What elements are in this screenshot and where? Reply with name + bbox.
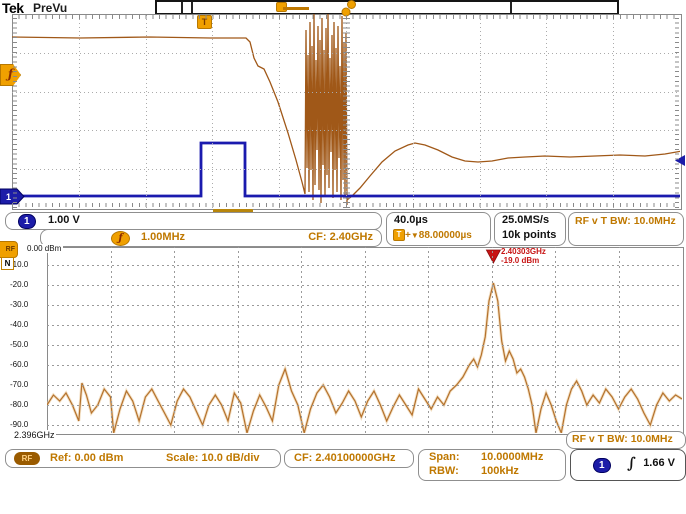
sp-gridline-h [47,345,682,346]
rf-vt-bw-readout-top: RF v T BW: 10.0MHz [575,215,676,227]
sp-gridline-v [364,247,366,433]
rf-scale-readout: 1.00MHz [141,231,186,243]
zoom-bracket-right [191,2,193,13]
sp-gridline-v [491,247,493,433]
td-gridline-v [412,14,414,208]
sp-gridline-h [47,405,682,406]
sp-gridline-v [237,247,239,433]
sp-gridline-v [428,247,429,433]
trigger-arrow-icon: ▼ [410,231,419,240]
bar-spectrum-time-segment [283,7,309,10]
td-right-ticks [675,14,679,208]
sp-gridline-h [47,265,682,266]
sp-gridline-v [555,247,556,433]
td-gridline-v [479,14,481,208]
dbm-axis-label: -50.0 [10,340,29,349]
sp-gridline-h [47,285,682,286]
td-gridline-v [78,14,80,208]
span-rbw-box[interactable]: Span: 10.0000MHz RBW: 100kHz [418,449,566,481]
wave-inspector-bar[interactable] [155,0,619,15]
sp-gridline-v [174,247,175,433]
spectrum-rf-badge: RF [0,241,18,258]
dbm-axis-label: -80.0 [10,400,29,409]
spectrum-trace-mode-badge: N [1,257,14,270]
rf-scale-db-readout: Scale: 10.0 dB/div [166,451,260,464]
record-length-readout: 10k points [502,229,557,241]
rf-time-readout-box[interactable]: ƒ 1.00MHz CF: 2.40GHz [40,229,382,247]
acquisition-mode-label: PreVu [33,1,68,15]
dbm-axis-label: -90.0 [10,420,29,429]
rf-cf-box[interactable]: CF: 2.40100000GHz [284,449,414,468]
spectrum-ref-label: 0.00 dBm [25,244,64,253]
rf-cf-readout: CF: 2.40GHz [308,231,373,243]
sp-gridline-v [301,247,302,433]
tek-logo: Tek [2,0,24,16]
ch1-scale-readout: 1.00 V [48,214,80,226]
sp-gridline-h [47,365,682,366]
td-gridline-v [145,14,147,208]
marker-amplitude-readout: -19.0 dBm [501,256,540,265]
horizontal-readout-box[interactable]: 40.0µs T +▼88.00000µs [386,212,491,246]
td-bottom-ticks [12,203,680,207]
trigger-source-badge: 1 [593,458,611,473]
bar-divider [510,2,512,13]
trigger-level-readout: 1.66 V [643,457,675,469]
spectrum-start-freq-label: 2.396GHz [13,430,56,440]
ch1-ground-marker-label: 1 [6,192,11,202]
dbm-axis-label: -70.0 [10,380,29,389]
trigger-plus: + [405,230,411,241]
td-gridline-v [212,14,214,208]
td-gridline-v [613,14,615,208]
bar-expansion-point-icon [347,0,356,9]
td-center-ticks [343,14,350,208]
trigger-t-icon: T [393,229,405,241]
marker-frequency-readout: 2.40303GHz [501,247,546,256]
rbw-label: RBW: [429,465,459,477]
td-left-ticks [13,14,17,208]
trigger-delay-readout: 88.00000µs [418,230,472,241]
trigger-slope-icon: ∫ [627,454,636,472]
rf-vt-bw-box-top[interactable]: RF v T BW: 10.0MHz [568,212,684,246]
trigger-readout-box[interactable]: 1 ∫ 1.66 V [570,449,686,481]
td-gridline-v [279,14,281,208]
dbm-axis-label: -30.0 [10,300,29,309]
rf-settings-box[interactable]: RF Ref: 0.00 dBm Scale: 10.0 dB/div [5,449,281,468]
rf-channel-icon: ƒ [111,230,130,246]
spectrum-graticule [47,247,684,435]
sp-gridline-h [47,385,682,386]
dbm-axis-label: -60.0 [10,360,29,369]
dbm-axis-label: -20.0 [10,280,29,289]
td-gridline-v [546,14,548,208]
zoom-bracket-left [181,2,183,13]
rf-settings-badge: RF [14,451,40,465]
rbw-value: 100kHz [481,465,519,477]
sample-rate-readout: 25.0MS/s [502,214,550,226]
sp-gridline-h [47,425,682,426]
span-value: 10.0000MHz [481,451,544,463]
sp-gridline-v [110,247,112,433]
sp-gridline-h [47,325,682,326]
timebase-readout: 40.0µs [394,214,428,226]
acquisition-readout-box[interactable]: 25.0MS/s 10k points [494,212,566,246]
rf-cf-bottom-readout: CF: 2.40100000GHz [294,451,396,464]
rf-vt-bw-box-bottom[interactable]: RF v T BW: 10.0MHz [566,431,686,449]
dbm-axis-label: -10.0 [10,260,29,269]
rf-vt-bw-readout-bottom: RF v T BW: 10.0MHz [572,433,673,445]
dbm-axis-label: -40.0 [10,320,29,329]
ch1-badge: 1 [18,213,36,229]
td-top-ticks [12,15,680,19]
ch1-readout-box[interactable]: 1 1.00 V [5,212,382,230]
rf-ref-readout: Ref: 0.00 dBm [50,451,124,464]
sp-gridline-v [618,247,620,433]
span-label: Span: [429,451,460,463]
sp-gridline-h [47,305,682,306]
